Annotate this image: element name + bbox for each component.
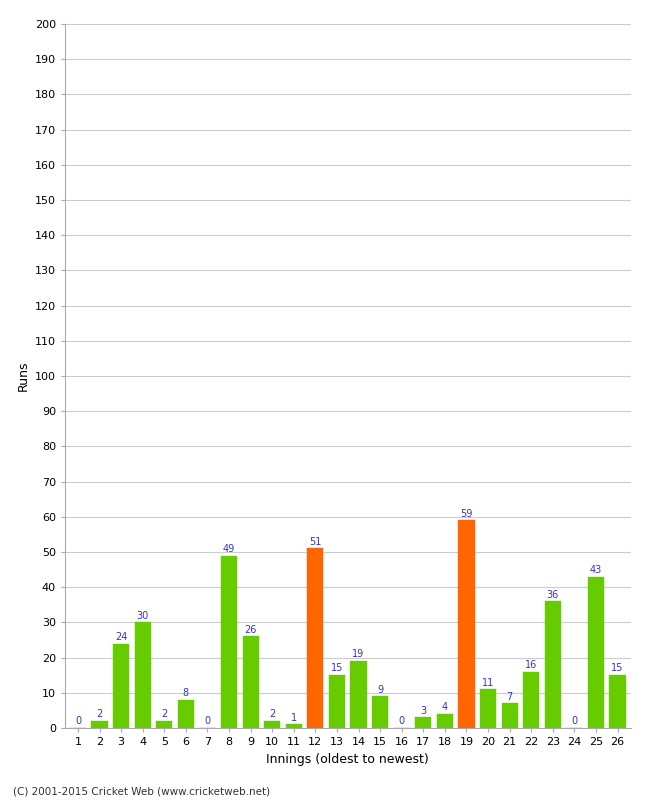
- Text: (C) 2001-2015 Cricket Web (www.cricketweb.net): (C) 2001-2015 Cricket Web (www.cricketwe…: [13, 786, 270, 796]
- Bar: [286, 725, 302, 728]
- Y-axis label: Runs: Runs: [16, 361, 29, 391]
- Text: 16: 16: [525, 660, 538, 670]
- Text: 1: 1: [291, 713, 297, 722]
- Text: 9: 9: [377, 685, 384, 694]
- Text: 3: 3: [421, 706, 426, 716]
- Text: 2: 2: [269, 709, 276, 719]
- Text: 59: 59: [460, 509, 473, 518]
- Bar: [588, 577, 604, 728]
- Text: 15: 15: [612, 663, 624, 674]
- Bar: [264, 721, 280, 728]
- Bar: [502, 703, 517, 728]
- Text: 11: 11: [482, 678, 494, 687]
- Bar: [242, 637, 259, 728]
- Bar: [545, 602, 561, 728]
- Text: 43: 43: [590, 565, 602, 575]
- Bar: [523, 672, 540, 728]
- Text: 30: 30: [136, 610, 149, 621]
- Text: 51: 51: [309, 537, 322, 546]
- Bar: [92, 721, 108, 728]
- Text: 49: 49: [223, 544, 235, 554]
- Text: 36: 36: [547, 590, 559, 599]
- Bar: [221, 555, 237, 728]
- Text: 7: 7: [506, 691, 513, 702]
- Bar: [350, 661, 367, 728]
- Bar: [480, 690, 496, 728]
- Text: 4: 4: [442, 702, 448, 712]
- Text: 8: 8: [183, 688, 189, 698]
- Bar: [458, 520, 474, 728]
- Bar: [610, 675, 626, 728]
- Text: 0: 0: [75, 716, 81, 726]
- Text: 2: 2: [96, 709, 103, 719]
- Bar: [307, 549, 324, 728]
- Text: 24: 24: [115, 632, 127, 642]
- Bar: [178, 700, 194, 728]
- Bar: [329, 675, 345, 728]
- Bar: [372, 696, 388, 728]
- Text: 2: 2: [161, 709, 168, 719]
- Text: 0: 0: [204, 716, 211, 726]
- Text: 0: 0: [571, 716, 577, 726]
- X-axis label: Innings (oldest to newest): Innings (oldest to newest): [266, 753, 429, 766]
- Bar: [113, 643, 129, 728]
- Bar: [156, 721, 172, 728]
- Text: 0: 0: [398, 716, 405, 726]
- Bar: [415, 718, 432, 728]
- Text: 15: 15: [331, 663, 343, 674]
- Text: 19: 19: [352, 650, 365, 659]
- Text: 26: 26: [244, 625, 257, 634]
- Bar: [437, 714, 453, 728]
- Bar: [135, 622, 151, 728]
